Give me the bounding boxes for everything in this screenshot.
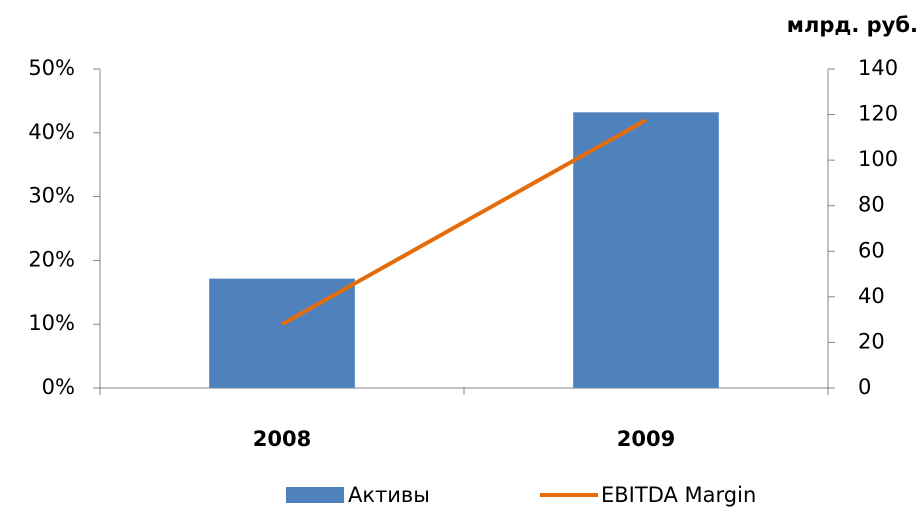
y-tick-label: 30% (28, 184, 75, 208)
line (281, 118, 647, 326)
x-tick-label: 2009 (617, 427, 675, 451)
y2-axis-label: млрд. руб. (787, 13, 918, 37)
y-tick-label: 50% (28, 56, 75, 80)
y-tick-label: 0% (42, 375, 75, 399)
y2-tick-label: 20 (858, 329, 885, 353)
y2-tick-label: 80 (858, 193, 885, 217)
y2-tick-label: 40 (858, 284, 885, 308)
legend-label: Активы (348, 483, 430, 507)
y2-tick-label: 120 (858, 102, 898, 126)
legend-label: EBITDA Margin (601, 483, 756, 507)
x-tick-label: 2008 (253, 427, 311, 451)
y-tick-label: 20% (28, 247, 75, 271)
y2-tick-label: 0 (858, 375, 871, 399)
y-tick-label: 10% (28, 311, 75, 335)
y-tick-label: 40% (28, 120, 75, 144)
legend-swatch (286, 487, 344, 503)
bar (573, 112, 719, 389)
y2-tick-label: 140 (858, 56, 898, 80)
y2-tick-label: 60 (858, 238, 885, 262)
y2-tick-label: 100 (858, 147, 898, 171)
